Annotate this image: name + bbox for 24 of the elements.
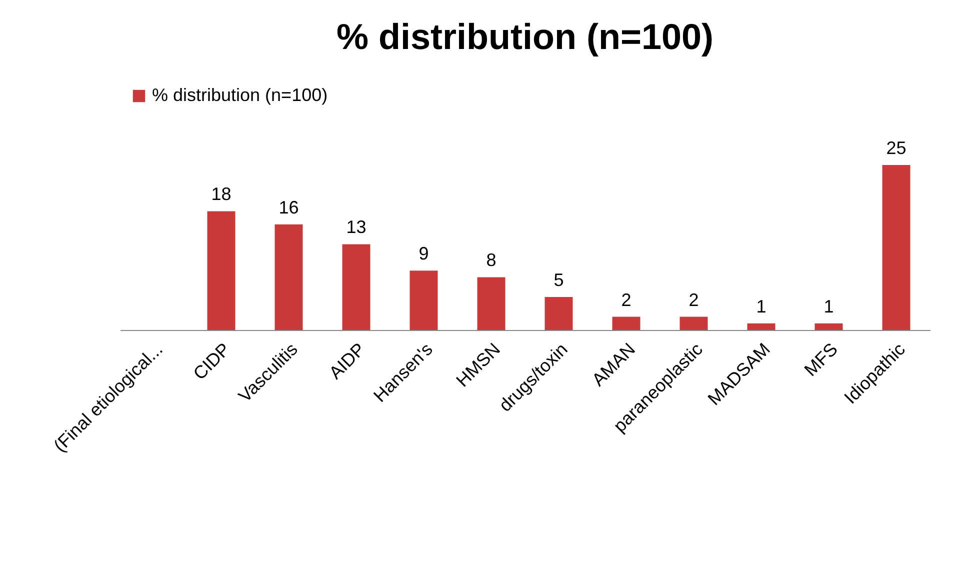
bar: [274, 224, 303, 330]
data-label: 1: [756, 296, 766, 316]
legend-label: % distribution (n=100): [152, 85, 328, 105]
chart-title: % distribution (n=100): [336, 16, 714, 57]
data-label: 9: [418, 244, 429, 264]
bar: [747, 323, 776, 330]
bar: [477, 277, 506, 330]
data-label: 2: [688, 290, 699, 310]
bar: [612, 316, 640, 330]
data-label: 1: [824, 296, 834, 316]
data-label: 5: [554, 270, 564, 290]
data-label: 18: [211, 184, 232, 204]
bar: [680, 316, 708, 330]
data-label: 8: [486, 250, 496, 270]
data-label: 25: [886, 138, 906, 158]
data-label: 16: [278, 197, 299, 218]
bar: [814, 323, 843, 330]
bar: [342, 244, 370, 330]
data-label: 13: [346, 217, 366, 238]
bar: [207, 211, 236, 330]
data-label: 2: [621, 290, 632, 310]
bar: [410, 270, 438, 330]
bar: [882, 165, 910, 330]
bar: [544, 297, 573, 330]
